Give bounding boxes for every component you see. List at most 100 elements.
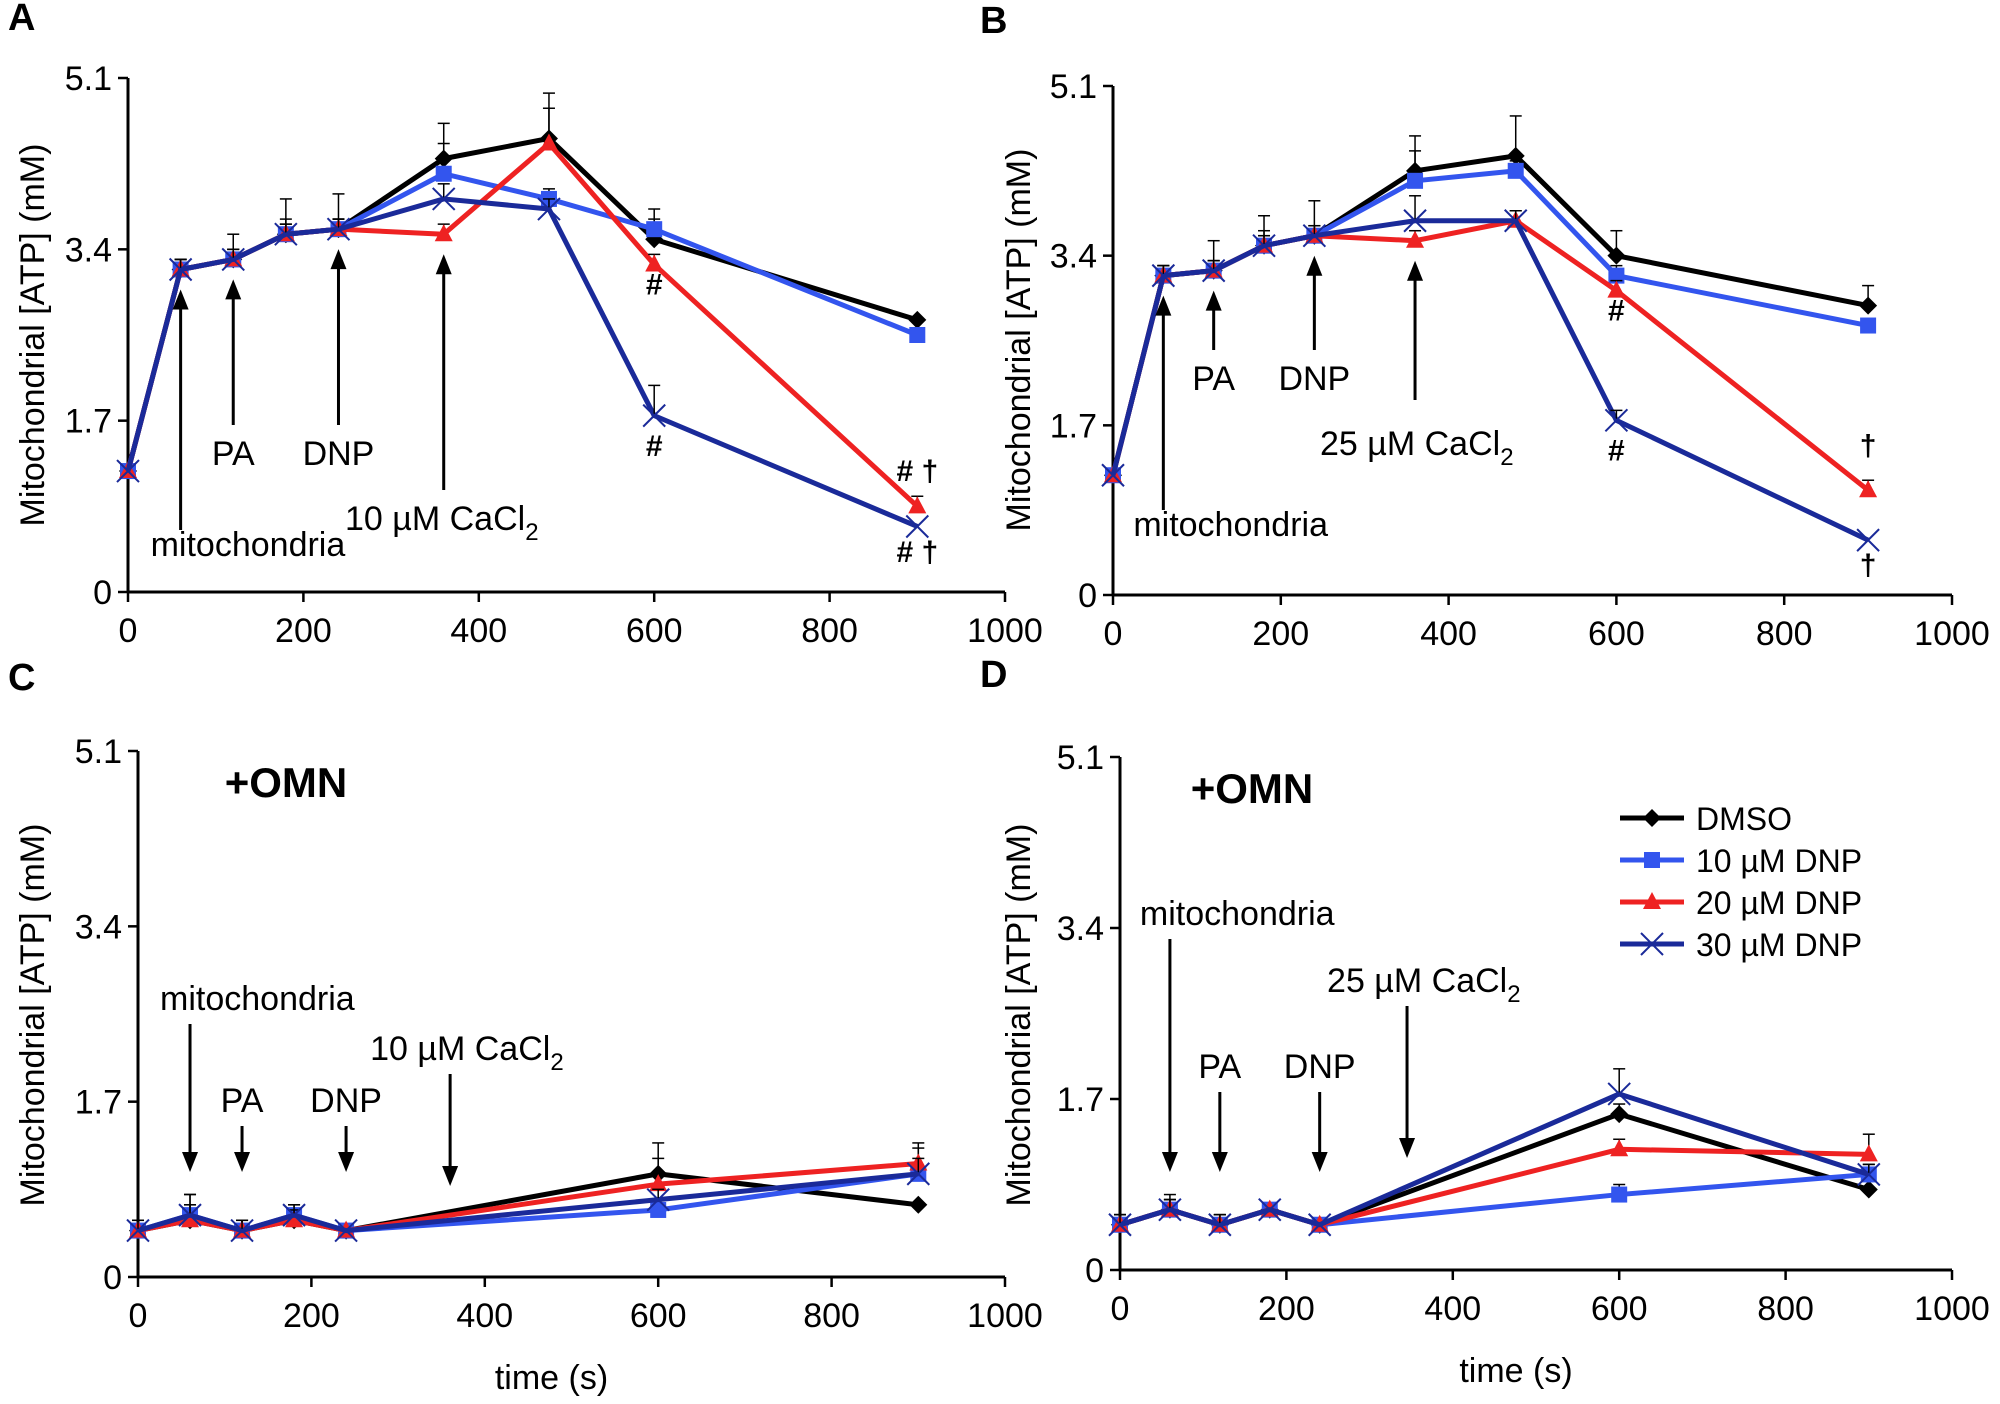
annotation-mitochondria: mitochondria	[160, 980, 355, 1172]
annotation-arrow-head	[172, 289, 189, 310]
data-point	[1252, 233, 1276, 258]
annotation-label: PA	[221, 1082, 264, 1120]
annotation-subscript: 2	[550, 1049, 563, 1076]
annotation-dnp: DNP	[1284, 1048, 1356, 1172]
data-point	[285, 1210, 304, 1228]
data-point	[1859, 480, 1878, 498]
data-point	[906, 1162, 931, 1186]
x-tick-label: 0	[119, 612, 138, 650]
annotation-arrow-head	[1161, 1152, 1178, 1172]
data-point-stroke-b	[1307, 1213, 1332, 1237]
data-point-stroke-b	[274, 222, 298, 246]
annotation-25: 25 µM CaCl2	[1327, 962, 1521, 1158]
data-point	[1151, 263, 1176, 288]
data-point	[908, 496, 927, 514]
data-point-stroke-b	[1252, 233, 1276, 258]
data-point-stroke-b	[1101, 463, 1125, 487]
legend-item-20-m-dnp: 20 µM DNP	[1620, 885, 1862, 921]
data-point	[909, 327, 926, 343]
x-tick-label: 800	[803, 1297, 860, 1335]
series-30-m-dnp	[1108, 1068, 1881, 1237]
annotation-arrow-head	[1306, 255, 1323, 276]
y-tick-label: 1.7	[65, 403, 112, 441]
legend-swatch-marker	[1640, 932, 1664, 956]
data-point-stroke-b	[1208, 1213, 1232, 1237]
x-tick-label: 1000	[967, 612, 1043, 650]
x-tick-label: 400	[1424, 1290, 1481, 1328]
data-point-stroke-b	[1856, 528, 1880, 552]
y-tick-label: 3.4	[1050, 238, 1097, 276]
data-point	[181, 1210, 200, 1228]
annotation-dnp: DNP	[303, 249, 374, 473]
data-point	[1607, 280, 1626, 298]
series-10-m-dnp	[120, 142, 926, 480]
x-tick-label: 200	[275, 612, 332, 650]
y-axis-label: Mitochondrial [ATP] (mM)	[1000, 824, 1038, 1207]
annotation-label: PA	[212, 435, 255, 473]
data-point	[909, 1195, 928, 1214]
data-point-stroke-b	[1403, 209, 1427, 233]
y-tick-label: 5.1	[1050, 68, 1097, 106]
x-tick-label: 800	[1756, 615, 1813, 653]
data-point-stroke-b	[1504, 209, 1528, 233]
data-point-stroke-b	[1302, 223, 1327, 248]
data-point	[282, 1203, 306, 1227]
x-tick-label: 800	[1757, 1290, 1814, 1328]
panel-letter-a: A	[8, 0, 35, 39]
annotation-label: DNP	[310, 1082, 382, 1120]
data-point-stroke-b	[1108, 1213, 1132, 1237]
omn-label: +OMN	[1191, 765, 1314, 812]
data-point-stroke-b	[1258, 1197, 1282, 1222]
y-tick-label: 3.4	[75, 908, 122, 946]
series-30-m-dnp	[116, 183, 930, 539]
data-point	[1607, 246, 1626, 265]
data-point	[1607, 1082, 1631, 1106]
data-point	[1610, 1105, 1629, 1124]
y-tick-label: 3.4	[1057, 910, 1104, 948]
annotation-10: 10 µM CaCl2	[345, 254, 539, 546]
legend-swatch-marker-stroke-b	[1640, 932, 1664, 956]
annotation-arrow-head	[234, 1152, 251, 1172]
x-tick-label: 600	[1591, 1290, 1648, 1328]
data-point	[650, 1201, 667, 1218]
x-tick-label: 400	[456, 1297, 513, 1335]
data-point-stroke-b	[905, 514, 930, 539]
series-dmso	[1111, 1103, 1878, 1234]
series-line	[125, 171, 919, 472]
annotation-10: 10 µM CaCl2	[370, 1030, 564, 1186]
data-point-stroke-b	[1151, 263, 1176, 288]
data-point	[1859, 296, 1878, 315]
data-point	[905, 514, 930, 539]
annotation-pa: PA	[1192, 290, 1235, 398]
data-point-stroke-b	[642, 403, 666, 428]
data-point	[1302, 223, 1327, 248]
legend-label: DMSO	[1696, 801, 1792, 837]
y-tick-label: 0	[1085, 1252, 1104, 1290]
annotation-mitochondria: mitochondria	[1133, 295, 1328, 544]
annotation-arrow-head	[1407, 260, 1424, 281]
data-point	[1201, 258, 1226, 283]
annotation-subscript: 2	[1500, 444, 1513, 471]
data-point	[1158, 1197, 1182, 1222]
x-tick-label: 400	[450, 612, 507, 650]
annotation-pa: PA	[212, 279, 255, 473]
data-point	[649, 1174, 668, 1192]
y-axis-label: Mitochondrial [ATP] (mM)	[14, 144, 52, 527]
legend-label: 30 µM DNP	[1696, 927, 1862, 963]
series-line	[125, 135, 919, 472]
y-tick-label: 0	[1078, 577, 1097, 615]
data-point	[1856, 528, 1880, 552]
data-point-stroke-b	[646, 1187, 670, 1212]
annotation-label: 10 µM CaCl2	[345, 500, 539, 546]
x-tick-label: 400	[1420, 615, 1477, 653]
data-point	[1403, 209, 1427, 233]
data-point-stroke-b	[230, 1218, 254, 1243]
series-30-m-dnp	[1101, 195, 1880, 552]
legend-swatch-marker	[1643, 892, 1661, 909]
annotation-dnp: DNP	[310, 1082, 382, 1172]
data-point	[1258, 1197, 1282, 1222]
annotation-arrow-head	[1155, 295, 1172, 316]
data-point-stroke-b	[1857, 1162, 1881, 1187]
y-axis-label: Mitochondrial [ATP] (mM)	[14, 824, 52, 1207]
